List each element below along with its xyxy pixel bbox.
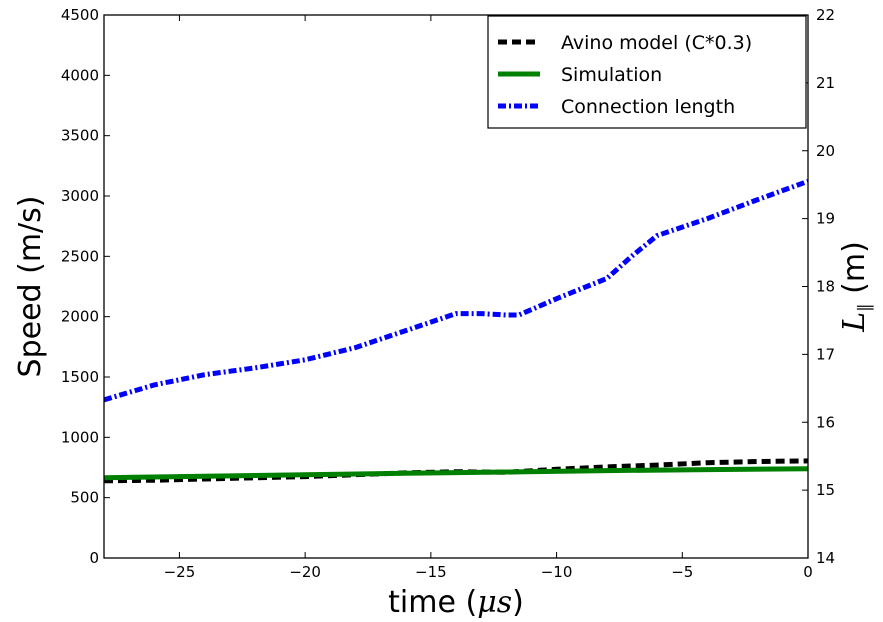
series-line-3 bbox=[104, 178, 808, 403]
x-tick-label: −10 bbox=[541, 563, 573, 581]
y-tick-label: 2000 bbox=[61, 308, 99, 326]
legend-label-1: Avino model (C*0.3) bbox=[561, 32, 752, 54]
y-tick-label: 4000 bbox=[61, 66, 99, 84]
y-right-axis-title-main: L bbox=[837, 312, 872, 333]
y-right-tick-label: 15 bbox=[816, 481, 835, 499]
x-axis-title-mu: μ bbox=[477, 585, 497, 620]
legend: Avino model (C*0.3) Simulation Connection … bbox=[487, 15, 807, 129]
y-right-tick-label: 17 bbox=[816, 345, 835, 363]
x-tick-label: −25 bbox=[164, 563, 196, 581]
x-axis-title: time (μs) bbox=[388, 585, 524, 620]
x-axis-ticks: −25 −20 −15 −10 −5 0 bbox=[164, 15, 813, 581]
y-right-tick-label: 18 bbox=[816, 278, 835, 296]
y-right-axis-title-sub: ∥ bbox=[855, 303, 875, 312]
y-right-axis-title-unit: (m) bbox=[837, 241, 872, 303]
y-right-tick-label: 19 bbox=[816, 210, 835, 228]
series-line-2 bbox=[104, 466, 808, 481]
legend-box bbox=[487, 15, 807, 129]
y-right-tick-label: 22 bbox=[816, 6, 835, 24]
y-tick-label: 3500 bbox=[61, 127, 99, 145]
y-right-axis-title: L∥ (m) bbox=[837, 241, 875, 333]
x-axis-title-prefix: time ( bbox=[388, 585, 477, 620]
y-axis-ticks: 0 500 1000 1500 2000 2500 3000 3500 4000 4500 bbox=[61, 6, 110, 567]
y-tick-label: 4500 bbox=[61, 6, 99, 24]
legend-label-2: Simulation bbox=[561, 64, 662, 86]
y-axis-title: Speed (m/s) bbox=[13, 196, 48, 378]
series-layer bbox=[104, 178, 808, 484]
y-right-tick-label: 20 bbox=[816, 142, 835, 160]
x-tick-label: −15 bbox=[415, 563, 447, 581]
y-tick-label: 3000 bbox=[61, 187, 99, 205]
y-tick-label: 0 bbox=[89, 549, 99, 567]
y-tick-label: 1000 bbox=[61, 428, 99, 446]
x-tick-label: −20 bbox=[289, 563, 321, 581]
y-right-axis-ticks: 14 15 16 17 18 19 20 21 22 bbox=[802, 6, 835, 567]
y-right-tick-label: 21 bbox=[816, 74, 835, 92]
y-tick-label: 1500 bbox=[61, 368, 99, 386]
y-right-tick-label: 14 bbox=[816, 549, 835, 567]
y-tick-label: 2500 bbox=[61, 247, 99, 265]
x-axis-title-s: s bbox=[497, 585, 512, 620]
y-right-tick-label: 16 bbox=[816, 413, 835, 431]
x-axis-title-suffix: ) bbox=[512, 585, 524, 620]
y-tick-label: 500 bbox=[70, 489, 99, 507]
x-tick-label: −5 bbox=[671, 563, 693, 581]
x-tick-label: 0 bbox=[803, 563, 813, 581]
legend-label-3: Connection length bbox=[561, 96, 735, 118]
